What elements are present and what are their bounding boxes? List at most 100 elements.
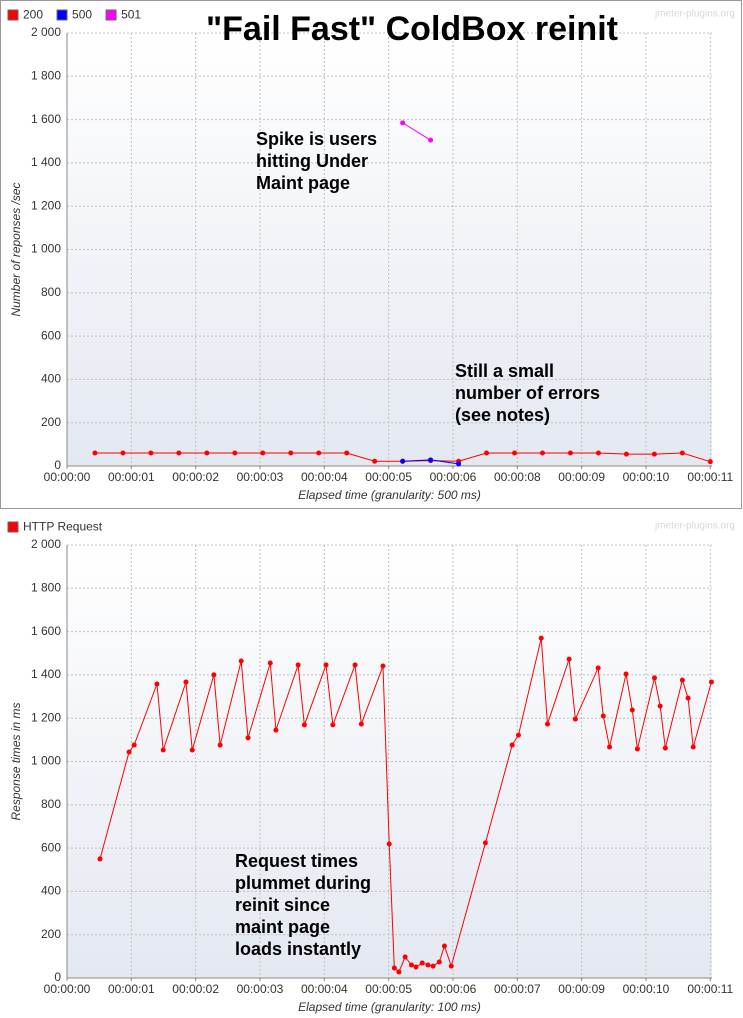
y-tick-label: 600 (41, 328, 61, 342)
x-tick-label: 00:00:01 (108, 470, 155, 484)
data-point (448, 963, 454, 969)
legend-swatch (7, 521, 19, 533)
legend-label: HTTP Request (23, 520, 103, 534)
data-point (419, 960, 425, 966)
annotation: hitting Under (256, 151, 368, 171)
x-tick-label: 00:00:01 (108, 982, 155, 996)
data-point (634, 746, 640, 752)
legend-label: 200 (23, 8, 43, 22)
data-point (515, 732, 521, 738)
data-point (402, 954, 408, 960)
data-point (652, 675, 658, 681)
y-axis-label: Number of reponses /sec (9, 182, 23, 316)
data-point (386, 841, 392, 847)
data-point (316, 450, 322, 456)
y-tick-label: 200 (41, 927, 61, 941)
data-point (538, 635, 544, 641)
data-point (344, 450, 350, 456)
data-point (126, 749, 132, 755)
annotation: plummet during (235, 873, 371, 893)
legend-swatch (105, 9, 117, 21)
x-tick-label: 00:00:09 (558, 470, 605, 484)
annotation: Request times (235, 851, 358, 871)
annotation: (see notes) (455, 405, 550, 425)
data-point (273, 727, 279, 733)
x-tick-label: 00:00:02 (172, 982, 219, 996)
y-tick-label: 1 600 (31, 624, 61, 638)
data-point (484, 450, 490, 456)
data-point (679, 677, 685, 683)
y-tick-label: 400 (41, 372, 61, 386)
y-tick-label: 600 (41, 840, 61, 854)
x-tick-label: 00:00:11 (687, 982, 733, 996)
series-line (402, 122, 431, 141)
data-point (428, 137, 434, 143)
x-tick-label: 00:00:03 (237, 982, 284, 996)
x-tick-label: 00:00:04 (301, 982, 348, 996)
series-line (99, 637, 712, 973)
annotation: loads instantly (235, 939, 361, 959)
data-point (436, 959, 442, 965)
data-point (509, 742, 515, 748)
annotation: reinit since (235, 895, 330, 915)
annotation: maint page (235, 917, 330, 937)
data-point (92, 450, 98, 456)
data-point (396, 969, 402, 975)
watermark: jmeter-plugins.org (654, 9, 735, 20)
y-tick-label: 1 600 (31, 112, 61, 126)
data-point (97, 856, 103, 862)
y-tick-label: 400 (41, 884, 61, 898)
y-tick-label: 1 400 (31, 667, 61, 681)
data-point (380, 663, 386, 669)
data-point (539, 450, 545, 456)
data-point (295, 662, 301, 668)
y-tick-label: 200 (41, 415, 61, 429)
data-point (623, 671, 629, 677)
data-point (685, 695, 691, 701)
y-tick-label: 1 400 (31, 155, 61, 169)
x-tick-label: 00:00:11 (687, 470, 733, 484)
data-point (430, 963, 436, 969)
x-tick-label: 00:00:02 (172, 470, 219, 484)
data-point (707, 459, 713, 465)
data-point (708, 679, 714, 685)
data-point (623, 451, 629, 457)
data-point (413, 964, 419, 970)
chart-title: "Fail Fast" ColdBox reinit (206, 10, 618, 48)
data-point (148, 450, 154, 456)
x-axis-label: Elapsed time (granularity: 500 ms) (298, 488, 481, 502)
x-tick-label: 00:00:07 (494, 982, 541, 996)
data-point (260, 450, 266, 456)
data-point (512, 450, 518, 456)
data-point (160, 747, 166, 753)
y-tick-label: 0 (54, 970, 61, 984)
y-tick-label: 1 000 (31, 242, 61, 256)
data-point (572, 716, 578, 722)
data-point (131, 742, 137, 748)
data-point (400, 120, 406, 126)
legend-swatch (7, 9, 19, 21)
data-point (629, 707, 635, 713)
data-point (372, 458, 378, 464)
data-point (176, 450, 182, 456)
data-point (595, 450, 601, 456)
data-point (600, 713, 606, 719)
y-tick-label: 2 000 (31, 537, 61, 551)
x-tick-label: 00:00:00 (44, 982, 91, 996)
data-point (183, 679, 189, 685)
data-point (690, 744, 696, 750)
data-point (482, 840, 488, 846)
data-point (544, 721, 550, 727)
data-point (566, 656, 572, 662)
data-point (679, 450, 685, 456)
y-tick-label: 800 (41, 285, 61, 299)
data-point (189, 747, 195, 753)
x-tick-label: 00:00:10 (623, 982, 670, 996)
data-point (330, 722, 336, 728)
annotation: Spike is users (256, 129, 377, 149)
y-axis-label: Response times in ms (9, 702, 23, 820)
x-tick-label: 00:00:04 (301, 470, 348, 484)
data-point (288, 450, 294, 456)
annotation: number of errors (455, 383, 600, 403)
